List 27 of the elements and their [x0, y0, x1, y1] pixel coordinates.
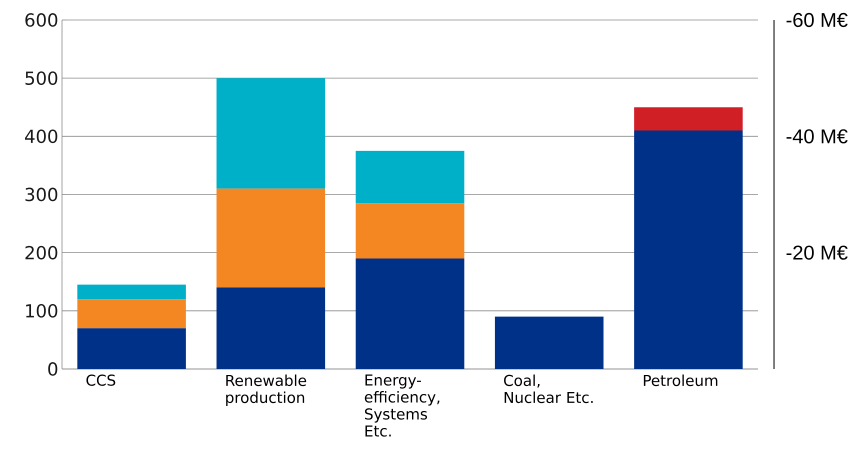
x-tick-label: Renewable production — [226, 374, 306, 406]
bar — [216, 288, 326, 369]
x-tick-label: Energy-efficiency, Systems Etc. — [364, 374, 440, 437]
bar — [216, 78, 326, 189]
bar — [356, 150, 464, 204]
y-tick-label: 0 — [48, 362, 58, 376]
y2-tick-label: -40 M€ — [786, 129, 848, 144]
bar — [77, 328, 186, 369]
y-tick-label: 400 — [25, 130, 58, 144]
y-tick-label: 600 — [25, 13, 58, 27]
x-tick-label: Petroleum — [644, 374, 718, 386]
y2-tick-label: -20 M€ — [786, 246, 848, 260]
bar — [216, 188, 326, 288]
x-tick-label: CCS — [86, 374, 116, 386]
y-tick-label: 500 — [26, 71, 58, 85]
bar — [634, 130, 743, 369]
bar — [634, 107, 743, 130]
bar — [77, 299, 186, 328]
bar — [356, 258, 464, 369]
y2-tick-label: -60 M€ — [786, 12, 848, 28]
y-tick-label: 200 — [25, 246, 58, 260]
y-tick-label: 100 — [26, 304, 58, 318]
y-tick-label: 300 — [26, 188, 58, 202]
bar — [77, 284, 186, 300]
bar — [494, 316, 604, 369]
bar — [356, 203, 464, 258]
x-tick-label: Coal, Nuclear Etc. — [504, 374, 593, 404]
